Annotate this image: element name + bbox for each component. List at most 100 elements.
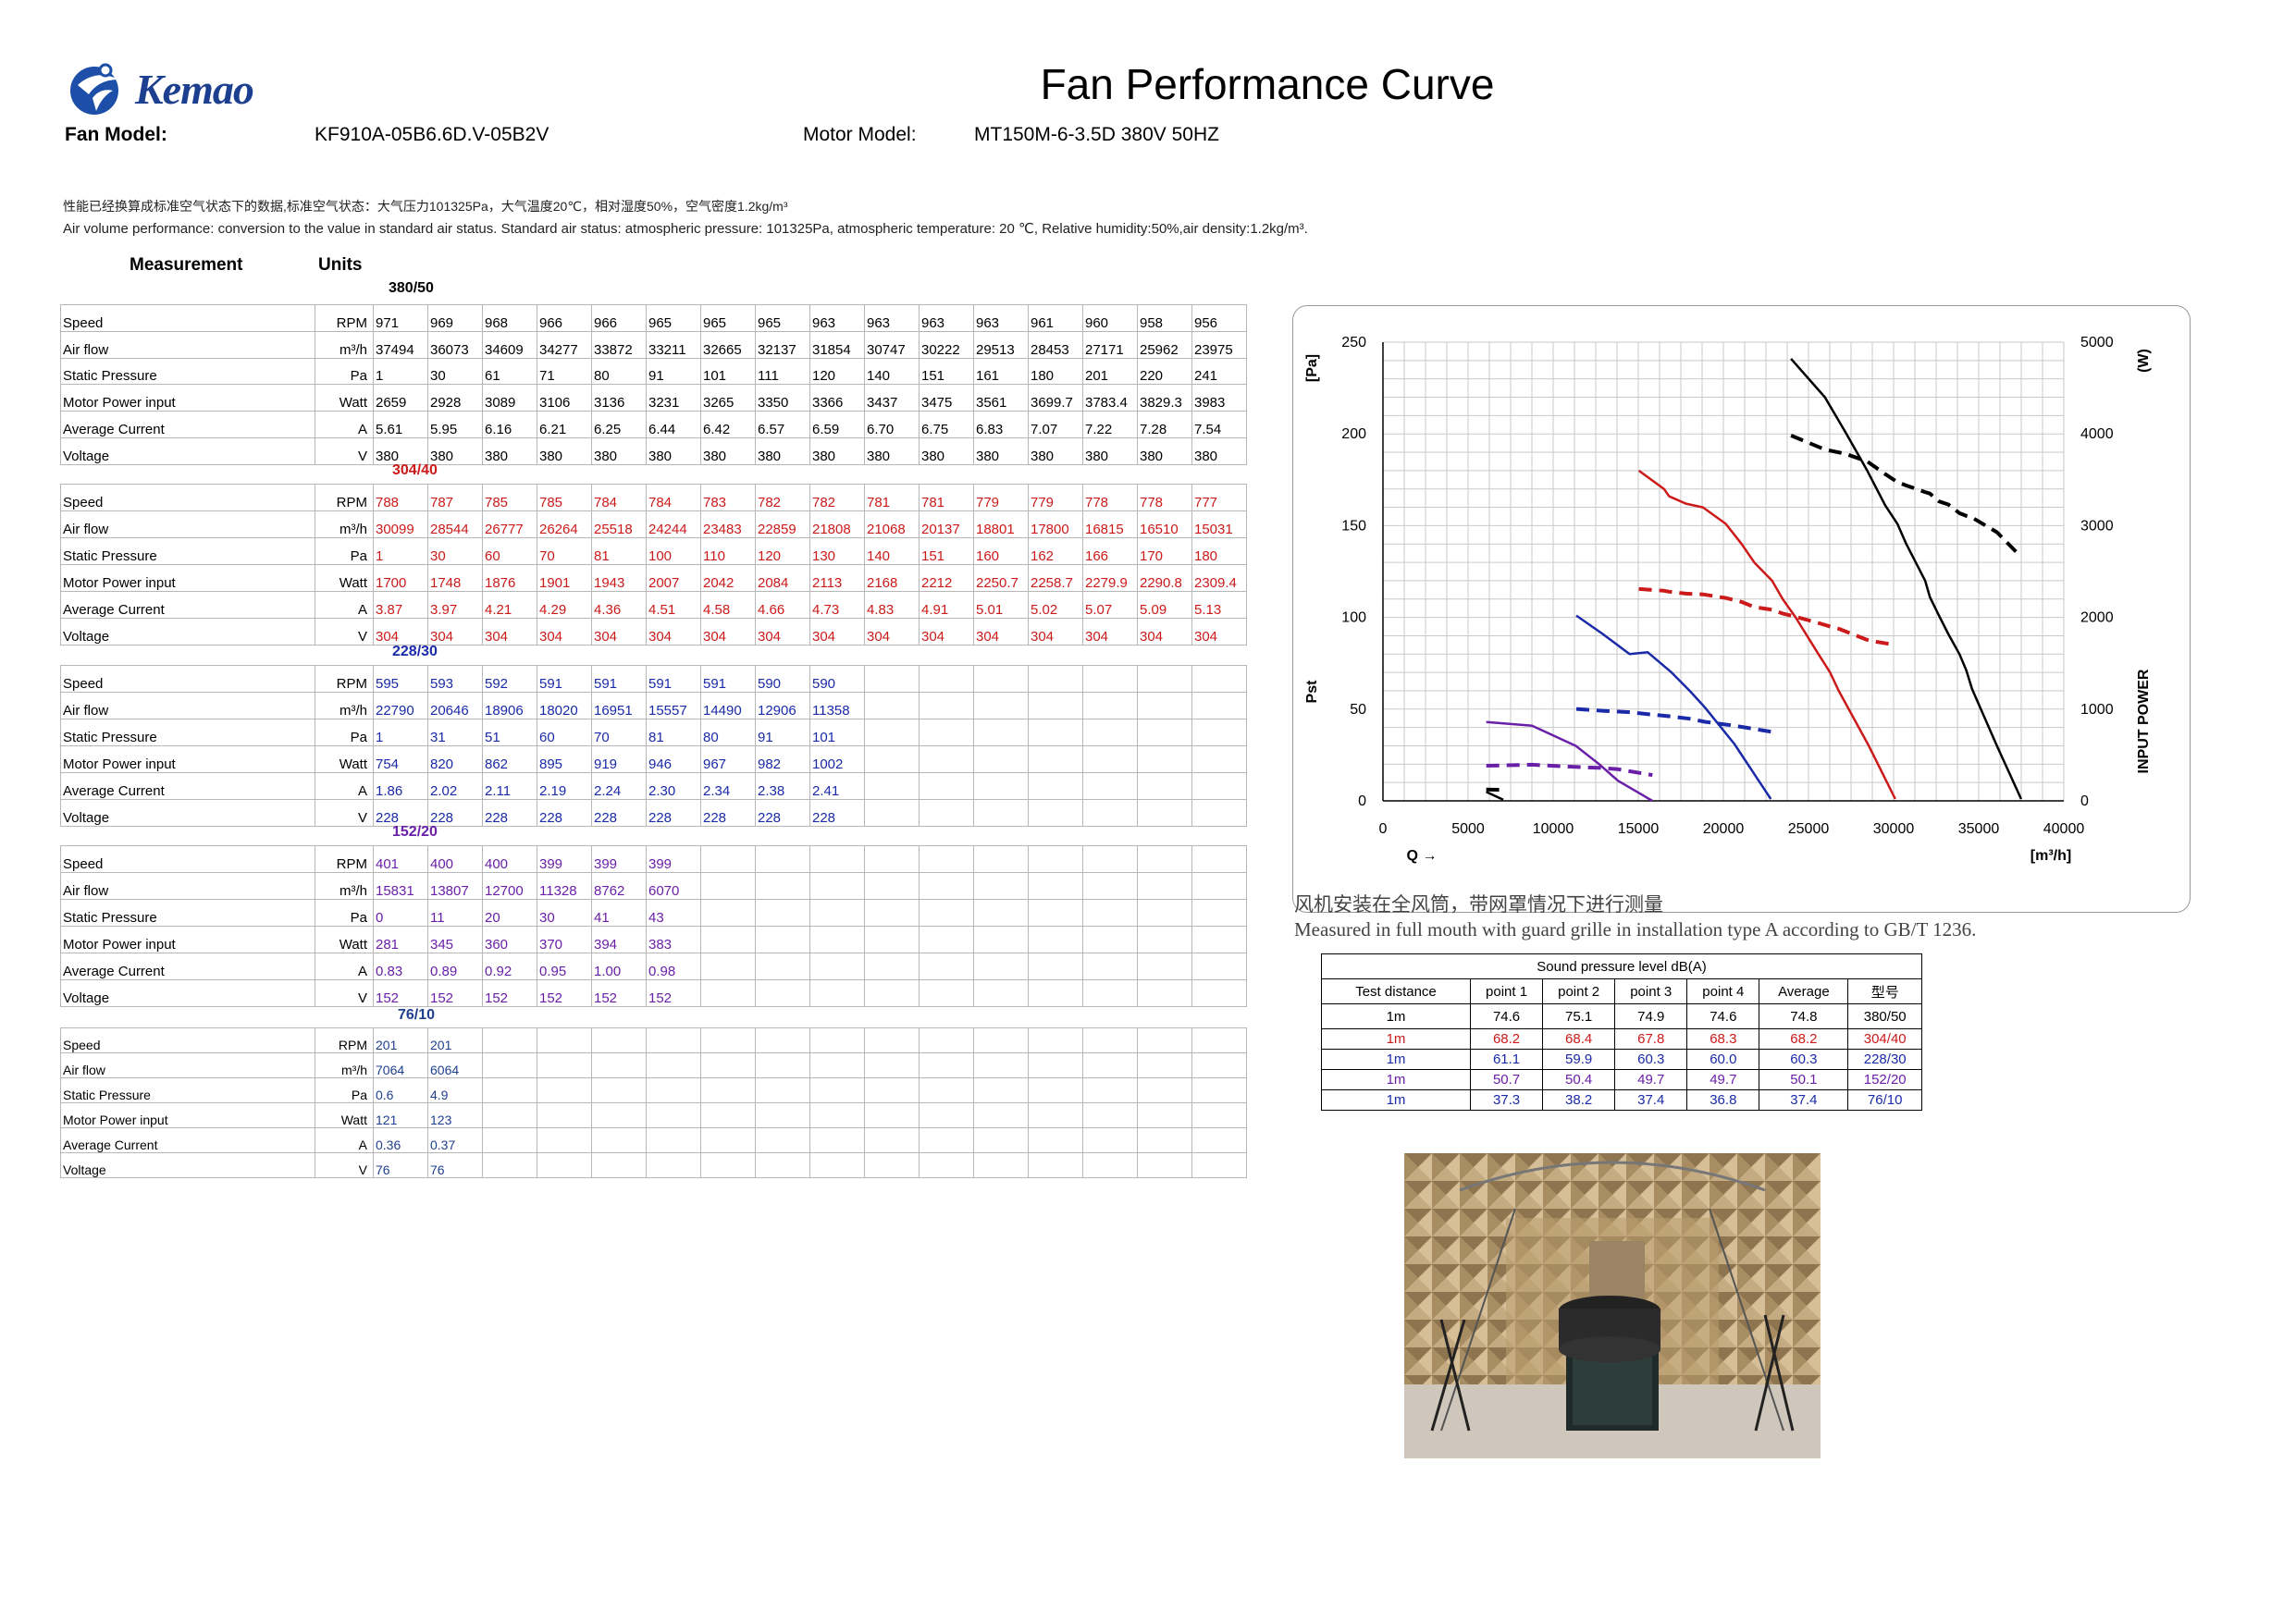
parameter-name: Average Current bbox=[60, 1127, 315, 1153]
value-cell: 22859 bbox=[755, 510, 810, 538]
value-cell: 4.83 bbox=[864, 591, 920, 619]
value-cell bbox=[482, 1152, 537, 1178]
value-cell: 5.95 bbox=[427, 411, 483, 438]
sound-cell: 76/10 bbox=[1847, 1089, 1922, 1111]
value-cell: 6070 bbox=[646, 872, 701, 900]
value-cell: 782 bbox=[809, 484, 865, 511]
value-cell: 76 bbox=[427, 1152, 483, 1178]
value-cell: 15557 bbox=[646, 692, 701, 719]
value-cell: 81 bbox=[591, 537, 647, 565]
sound-cell: 152/20 bbox=[1847, 1069, 1922, 1090]
y2-tick-label: 5000 bbox=[2080, 335, 2114, 350]
value-cell: 400 bbox=[427, 845, 483, 873]
value-cell: 5.01 bbox=[973, 591, 1029, 619]
value-cell: 590 bbox=[809, 665, 865, 693]
value-cell: 345 bbox=[427, 926, 483, 953]
value-cell: 4.9 bbox=[427, 1077, 483, 1103]
value-cell: 963 bbox=[864, 304, 920, 332]
value-cell bbox=[1028, 1152, 1083, 1178]
value-cell: 2007 bbox=[646, 564, 701, 592]
measurement-note-cn: 风机安装在全风筒，带网罩情况下进行测量 bbox=[1294, 893, 1663, 916]
parameter-name: Speed bbox=[60, 1027, 315, 1053]
value-cell: 5.13 bbox=[1191, 591, 1247, 619]
value-cell: 592 bbox=[482, 665, 537, 693]
value-cell: 1700 bbox=[373, 564, 428, 592]
sound-header-cell: point 3 bbox=[1614, 978, 1688, 1004]
table-row: Air flow m³/h 30099 28544 26777 26264 25518 242… bbox=[60, 510, 1247, 538]
sound-cell: 37.3 bbox=[1469, 1089, 1544, 1111]
value-cell bbox=[1137, 692, 1192, 719]
value-cell: 3366 bbox=[809, 384, 865, 412]
value-cell bbox=[700, 1102, 756, 1128]
value-cell bbox=[1137, 845, 1192, 873]
value-cell: 5.61 bbox=[373, 411, 428, 438]
value-cell: 152 bbox=[482, 979, 537, 1007]
value-cell: 16951 bbox=[591, 692, 647, 719]
value-cell: 31854 bbox=[809, 330, 865, 359]
value-cell: 304 bbox=[919, 618, 974, 646]
value-cell: 22790 bbox=[373, 692, 428, 719]
parameter-name: Air flow bbox=[60, 692, 315, 719]
value-cell bbox=[919, 799, 974, 827]
value-cell bbox=[1028, 665, 1083, 693]
parameter-name: Air flow bbox=[60, 510, 315, 538]
sound-cell: 37.4 bbox=[1759, 1089, 1849, 1111]
value-cell: 2.30 bbox=[646, 772, 701, 800]
value-cell: 399 bbox=[591, 845, 647, 873]
value-cell: 241 bbox=[1191, 357, 1247, 386]
value-cell: 2279.9 bbox=[1082, 564, 1138, 592]
table-row: Voltage V 152 152 152 152 152 152 bbox=[60, 979, 1247, 1007]
parameter-name: Voltage bbox=[60, 799, 315, 827]
series-power-228-30 bbox=[1575, 707, 1771, 734]
table-row: Motor Power input Watt 1700 1748 1876 1901 194… bbox=[60, 564, 1247, 592]
value-cell bbox=[864, 719, 920, 746]
value-cell bbox=[755, 899, 810, 927]
value-cell bbox=[809, 1052, 865, 1078]
sound-cell: 50.7 bbox=[1469, 1069, 1544, 1090]
x-tick-label: 20000 bbox=[1703, 821, 1745, 837]
parameter-name: Voltage bbox=[60, 618, 315, 646]
value-cell bbox=[591, 1152, 647, 1178]
parameter-unit: V bbox=[315, 618, 374, 646]
value-cell: 91 bbox=[755, 719, 810, 746]
value-cell bbox=[1191, 719, 1247, 746]
table-row: Average Current A 3.87 3.97 4.21 4.29 4.36 4.51… bbox=[60, 591, 1247, 619]
value-cell bbox=[591, 1052, 647, 1078]
value-cell bbox=[973, 1152, 1029, 1178]
value-cell bbox=[537, 1077, 592, 1103]
table-row: Voltage V 380 380 380 380 380 380 380 380 380 380 38… bbox=[60, 436, 1247, 465]
value-cell bbox=[809, 926, 865, 953]
value-cell: 4.73 bbox=[809, 591, 865, 619]
value-cell: 784 bbox=[591, 484, 647, 511]
value-cell bbox=[973, 979, 1029, 1007]
value-cell bbox=[1028, 1127, 1083, 1153]
value-cell: 140 bbox=[864, 357, 920, 386]
sound-header-cell: 型号 bbox=[1847, 978, 1922, 1004]
value-cell: 2084 bbox=[755, 564, 810, 592]
value-cell: 590 bbox=[755, 665, 810, 693]
parameter-name: Average Current bbox=[60, 411, 315, 438]
value-cell: 43 bbox=[646, 899, 701, 927]
parameter-name: Voltage bbox=[60, 1152, 315, 1178]
value-cell: 201 bbox=[427, 1027, 483, 1053]
value-cell bbox=[591, 1027, 647, 1053]
value-cell: 20137 bbox=[919, 510, 974, 538]
value-cell bbox=[1191, 953, 1247, 980]
performance-table-76-10: Speed RPM 201 201 Air flow m³/h 7064 6064 Static… bbox=[60, 1027, 1247, 1178]
value-cell bbox=[646, 1027, 701, 1053]
value-cell: 2168 bbox=[864, 564, 920, 592]
value-cell: 785 bbox=[537, 484, 592, 511]
parameter-unit: Watt bbox=[315, 926, 374, 953]
table-row: Static Pressure Pa 1 30 60 70 81 100 110 120 130 14… bbox=[60, 537, 1247, 565]
value-cell bbox=[919, 899, 974, 927]
value-cell: 2.41 bbox=[809, 772, 865, 800]
value-cell bbox=[1191, 799, 1247, 827]
value-cell bbox=[1191, 899, 1247, 927]
y2-tick-label: 1000 bbox=[2080, 702, 2114, 718]
table-row: Average Current A 0.83 0.89 0.92 0.95 1.00 0.98 bbox=[60, 953, 1247, 980]
value-cell bbox=[1082, 665, 1138, 693]
value-cell: 120 bbox=[755, 537, 810, 565]
value-cell bbox=[1082, 1127, 1138, 1153]
series-pressure-152-20 bbox=[1486, 720, 1653, 803]
table-row: Air flow m³/h 37494 36073 34609 34277 33872 332… bbox=[60, 330, 1247, 359]
